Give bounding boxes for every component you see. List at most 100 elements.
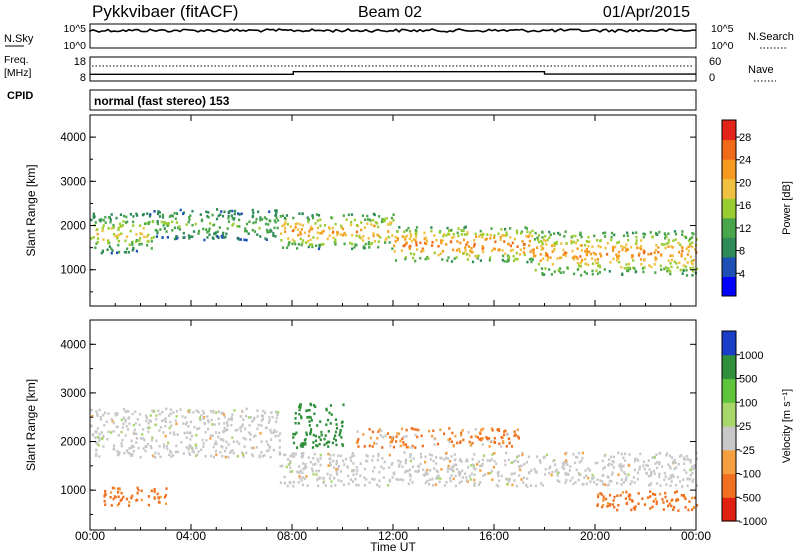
velocity-cell: [689, 458, 692, 462]
velocity-cell: [297, 422, 300, 425]
velocity-cell: [651, 492, 655, 496]
velocity-cell: [214, 440, 217, 444]
velocity-cell: [347, 482, 350, 486]
velocity-cell: [249, 433, 252, 436]
power-cell: [528, 239, 531, 243]
velocity-cell: [519, 468, 522, 472]
power-cell: [482, 246, 485, 250]
velocity-cell: [392, 445, 396, 449]
velocity-cell: [662, 508, 665, 511]
velocity-cell: [200, 414, 203, 417]
velocity-cell: [306, 484, 309, 487]
velocity-cell: [653, 455, 656, 459]
velocity-cell: [581, 451, 585, 455]
power-cell: [617, 257, 620, 260]
power-cell: [587, 244, 590, 248]
power-cell: [595, 261, 598, 265]
velocity-cell: [333, 437, 336, 440]
power-cell: [220, 210, 223, 213]
velocity-cell: [612, 460, 615, 464]
power-cell: [194, 222, 197, 226]
velocity-cell: [449, 437, 452, 441]
power-cell: [523, 253, 526, 257]
velocity-cell: [607, 458, 611, 461]
velocity-cell: [683, 456, 686, 460]
power-cell: [175, 237, 178, 241]
power-cell: [320, 230, 324, 234]
power-cell: [562, 248, 565, 252]
velocity-cell: [611, 473, 614, 476]
velocity-cell: [405, 459, 408, 463]
power-cell: [391, 247, 394, 250]
velocity-cell: [395, 478, 398, 481]
power-cell: [564, 230, 567, 233]
power-cell: [106, 248, 109, 251]
velocity-cell: [637, 492, 640, 495]
velocity-ytick-label: 2000: [60, 437, 86, 449]
power-cell: [466, 258, 469, 261]
power-cell: [477, 254, 480, 258]
power-cell: [351, 242, 354, 246]
power-colorbar-tick-label: 4: [739, 268, 745, 280]
power-cell: [319, 224, 322, 228]
power-cell: [473, 239, 476, 242]
velocity-cell: [188, 411, 191, 414]
power-cell: [660, 243, 663, 246]
velocity-cell: [132, 449, 135, 453]
velocity-cell: [530, 469, 533, 472]
power-cell: [153, 210, 156, 213]
velocity-cell: [176, 433, 179, 436]
velocity-cell: [117, 491, 120, 494]
power-cell: [460, 233, 463, 236]
power-cell: [166, 224, 169, 227]
power-cell: [537, 238, 540, 241]
power-cell: [392, 213, 395, 216]
power-cell: [464, 225, 467, 229]
power-cell: [571, 249, 574, 253]
velocity-cell: [689, 468, 692, 472]
velocity-cell: [578, 451, 581, 455]
velocity-cell: [146, 443, 149, 446]
velocity-cell: [457, 471, 460, 475]
velocity-cell: [402, 478, 405, 482]
nsky-trace: [89, 28, 697, 33]
power-cell: [146, 244, 149, 247]
velocity-cell: [510, 445, 514, 448]
velocity-cell: [352, 473, 355, 477]
velocity-cell: [390, 435, 394, 439]
velocity-cell: [498, 442, 501, 446]
velocity-cell: [137, 446, 140, 450]
power-colorbar-segment: [722, 120, 736, 141]
power-cell: [197, 229, 201, 233]
power-cell: [595, 269, 598, 272]
velocity-cell: [621, 491, 624, 494]
power-cell: [116, 251, 119, 255]
velocity-cell: [670, 476, 673, 480]
velocity-cell: [616, 481, 619, 485]
velocity-cell: [116, 450, 119, 453]
velocity-cell: [380, 429, 383, 433]
velocity-cell: [399, 439, 402, 443]
power-cell: [301, 224, 304, 227]
velocity-cell: [520, 464, 523, 467]
velocity-cell: [144, 414, 148, 418]
power-cell: [173, 212, 176, 215]
power-cell: [124, 221, 128, 224]
power-cell: [540, 248, 543, 251]
velocity-cell: [636, 477, 639, 481]
velocity-cell: [209, 454, 213, 458]
velocity-cell: [134, 422, 137, 425]
velocity-cell: [242, 436, 245, 440]
velocity-cell: [488, 445, 491, 448]
velocity-cell: [628, 464, 631, 467]
velocity-cell: [139, 412, 142, 416]
velocity-cell: [334, 418, 338, 421]
velocity-cell: [311, 446, 315, 449]
velocity-cell: [299, 406, 302, 409]
velocity-cell: [112, 497, 115, 501]
velocity-cell: [192, 411, 195, 414]
velocity-cell: [305, 409, 308, 413]
velocity-cell: [474, 467, 477, 471]
velocity-cell: [289, 470, 292, 473]
